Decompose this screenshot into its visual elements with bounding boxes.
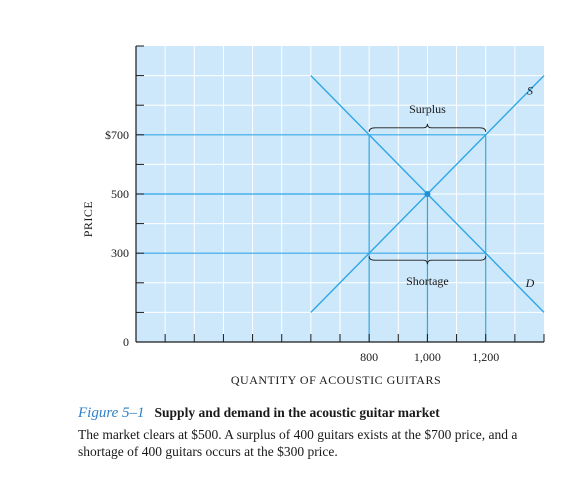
x-tick-label: 1,000 bbox=[414, 350, 441, 364]
figure-caption: Figure 5–1 Supply and demand in the acous… bbox=[78, 404, 548, 460]
axes bbox=[135, 45, 545, 343]
braces bbox=[368, 123, 487, 265]
caption-body: The market clears at $500. A surplus of … bbox=[78, 427, 518, 459]
surplus-brace bbox=[368, 123, 487, 132]
y-tick-label: 500 bbox=[111, 187, 129, 201]
shortage-label: Shortage bbox=[406, 274, 449, 288]
demand-label: D bbox=[525, 276, 535, 290]
equilibrium-point bbox=[424, 191, 431, 197]
labels: $700 500 300 0 800 1,000 1,200 PRICE QUANTITY OF… bbox=[81, 83, 535, 387]
shortage-brace bbox=[368, 256, 487, 265]
y-tick-label: 0 bbox=[123, 335, 129, 349]
caption-title-line: Figure 5–1 Supply and demand in the acous… bbox=[78, 404, 548, 422]
y-tick-label: $700 bbox=[105, 128, 129, 142]
price-quantity-guides bbox=[136, 134, 487, 342]
y-axis-title: PRICE bbox=[81, 201, 95, 238]
x-axis-title: QUANTITY OF ACOUSTIC GUITARS bbox=[231, 373, 441, 387]
curves bbox=[310, 75, 545, 313]
figure-number: Figure 5–1 bbox=[78, 405, 145, 421]
caption-heading: Supply and demand in the acoustic guitar… bbox=[154, 405, 440, 420]
supply-label: S bbox=[527, 83, 533, 97]
y-tick-label: 300 bbox=[111, 246, 129, 260]
surplus-label: Surplus bbox=[409, 102, 446, 116]
x-tick-label: 1,200 bbox=[472, 350, 499, 364]
x-tick-label: 800 bbox=[360, 350, 378, 364]
